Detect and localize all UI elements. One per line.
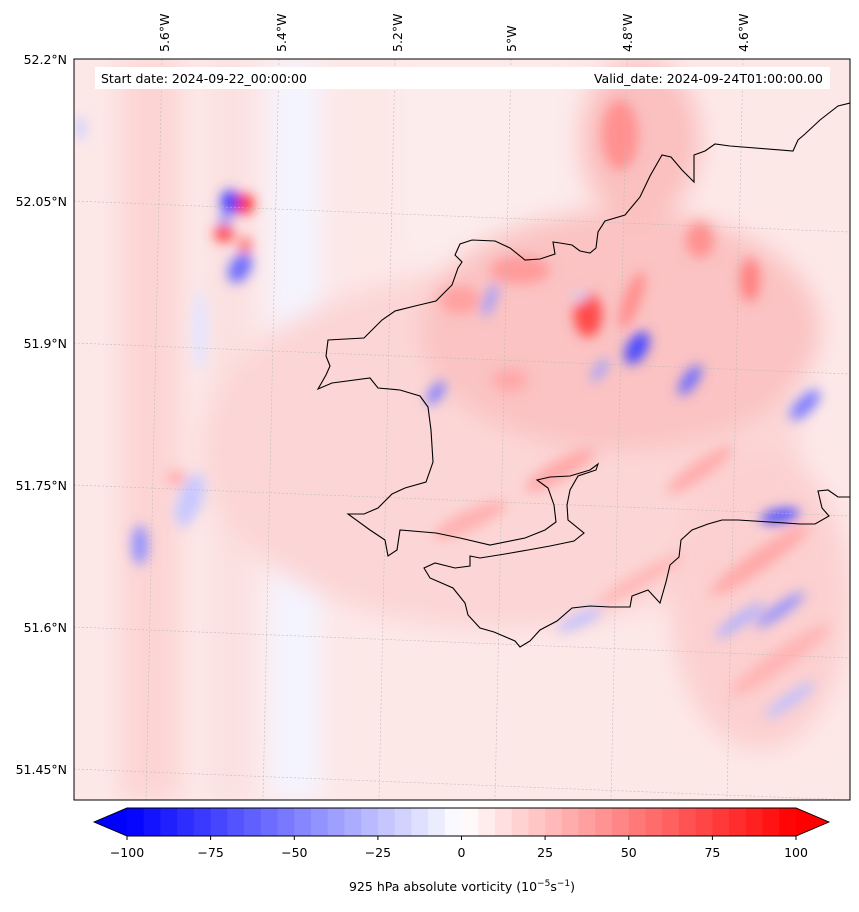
colorbar-segment [344, 808, 362, 836]
vorticity-field [74, 59, 850, 800]
parallel-line [74, 768, 850, 800]
lon-label: 5.4°W [274, 14, 289, 53]
colorbar-segment [461, 808, 479, 836]
colorbar-segment [227, 808, 245, 836]
colorbar-segment [612, 808, 630, 836]
colorbar-tick-label: −25 [365, 845, 391, 860]
colorbar-label-main: 925 hPa absolute vorticity (10 [349, 879, 537, 894]
colorbar-label-exponent: −5 [537, 879, 550, 889]
lon-label: 5.6°W [157, 14, 172, 53]
colorbar-segment [327, 808, 346, 836]
colorbar-ticks: −100 −75 −50 −25 0 25 50 75 100 [110, 836, 808, 860]
colorbar-segment [561, 808, 580, 836]
colorbar-segment [444, 808, 463, 836]
colorbar-segment [294, 808, 312, 836]
lon-label: 5°W [504, 25, 519, 52]
colorbar-segment [127, 808, 145, 836]
lon-label: 5.2°W [390, 14, 405, 53]
colorbar-segment [143, 808, 162, 836]
colorbar-segment [678, 808, 697, 836]
title-strip: Start date: 2024-09-22_00:00:00 Valid_da… [95, 67, 830, 89]
meridian-line [726, 59, 744, 800]
colorbar-segment [762, 808, 780, 836]
colorbar-tick-label: 50 [621, 845, 637, 860]
meridian-line [494, 59, 512, 800]
colorbar-segments [127, 808, 797, 836]
lat-label: 52.05°N [16, 194, 67, 209]
lat-label: 52.2°N [24, 52, 67, 67]
colorbar-tick-label: −100 [110, 845, 144, 860]
colorbar-segment [628, 808, 647, 836]
colorbar-segment [210, 808, 228, 836]
colorbar-tick-label: 100 [784, 845, 808, 860]
lat-label: 51.45°N [16, 762, 67, 777]
colorbar-segment [729, 808, 747, 836]
colorbar-label: 925 hPa absolute vorticity (10−5s−1) [349, 879, 575, 894]
graticule [74, 59, 850, 800]
colorbar-segment [511, 808, 530, 836]
colorbar: −100 −75 −50 −25 0 25 50 75 100 925 hPa … [92, 807, 831, 894]
title-background [95, 67, 830, 89]
colorbar-tick-label: 75 [704, 845, 720, 860]
lon-label: 4.8°W [620, 14, 635, 53]
meridian-line [262, 59, 280, 800]
colorbar-segment [645, 808, 663, 836]
parallel-line [74, 342, 850, 375]
lon-label: 4.6°W [736, 14, 751, 53]
colorbar-segment [193, 808, 212, 836]
colorbar-segment [528, 808, 546, 836]
colorbar-tick-label: −50 [281, 845, 307, 860]
lat-label: 51.6°N [24, 620, 67, 635]
coastline [316, 102, 850, 648]
colorbar-label-unit: s [550, 879, 557, 894]
colorbar-segment [662, 808, 680, 836]
parallel-line [74, 626, 850, 659]
parallel-line [74, 200, 850, 233]
meridian-line [610, 59, 628, 800]
colorbar-tick-label: 0 [458, 845, 466, 860]
colorbar-segment [361, 808, 379, 836]
colorbar-segment [277, 808, 295, 836]
map-frame [73, 58, 851, 801]
meridian-line [145, 59, 163, 800]
colorbar-segment [244, 808, 262, 836]
colorbar-segment [160, 808, 178, 836]
colorbar-segment [394, 808, 412, 836]
colorbar-segment [745, 808, 764, 836]
map-panel: Start date: 2024-09-22_00:00:00 Valid_da… [73, 58, 851, 801]
colorbar-label-exponent: −1 [557, 879, 570, 889]
start-date-label: Start date: 2024-09-22_00:00:00 [101, 71, 307, 86]
colorbar-segment [478, 808, 496, 836]
latitude-labels: 52.2°N 52.05°N 51.9°N 51.75°N 51.6°N 51.… [16, 52, 67, 777]
colorbar-segment [545, 808, 563, 836]
valid-date-label: Valid_date: 2024-09-24T01:00:00.00 [594, 71, 823, 86]
colorbar-segment [578, 808, 596, 836]
colorbar-segment [411, 808, 429, 836]
colorbar-segment [695, 808, 713, 836]
colorbar-segment [377, 808, 396, 836]
colorbar-segment [177, 808, 195, 836]
colorbar-segment [712, 808, 730, 836]
colorbar-segment [428, 808, 446, 836]
lat-label: 51.9°N [24, 336, 67, 351]
parallel-line [74, 484, 850, 517]
colorbar-segment [779, 808, 797, 836]
colorbar-segment [494, 808, 513, 836]
colorbar-max-extension [796, 808, 829, 836]
colorbar-tick-label: −75 [197, 845, 223, 860]
colorbar-segment [310, 808, 329, 836]
colorbar-segment [260, 808, 279, 836]
longitude-labels: 5.6°W 5.4°W 5.2°W 5°W 4.8°W 4.6°W [157, 14, 751, 53]
meridian-line [378, 59, 396, 800]
colorbar-min-extension [94, 808, 127, 836]
colorbar-tick-label: 25 [537, 845, 553, 860]
colorbar-segment [595, 808, 613, 836]
colorbar-label-end: ) [570, 879, 575, 894]
lat-label: 51.75°N [16, 478, 67, 493]
